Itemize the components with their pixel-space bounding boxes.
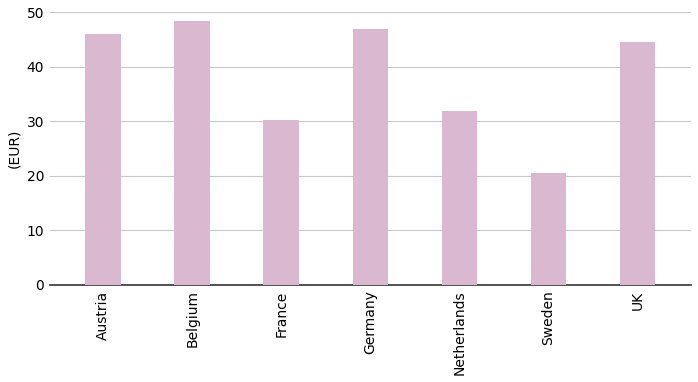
Bar bbox=[530, 173, 566, 285]
Bar bbox=[442, 110, 477, 285]
Y-axis label: (EUR): (EUR) bbox=[7, 129, 21, 168]
Bar bbox=[174, 21, 210, 285]
Bar bbox=[620, 42, 655, 285]
Bar bbox=[263, 120, 299, 285]
Bar bbox=[352, 29, 388, 285]
Bar bbox=[85, 34, 121, 285]
